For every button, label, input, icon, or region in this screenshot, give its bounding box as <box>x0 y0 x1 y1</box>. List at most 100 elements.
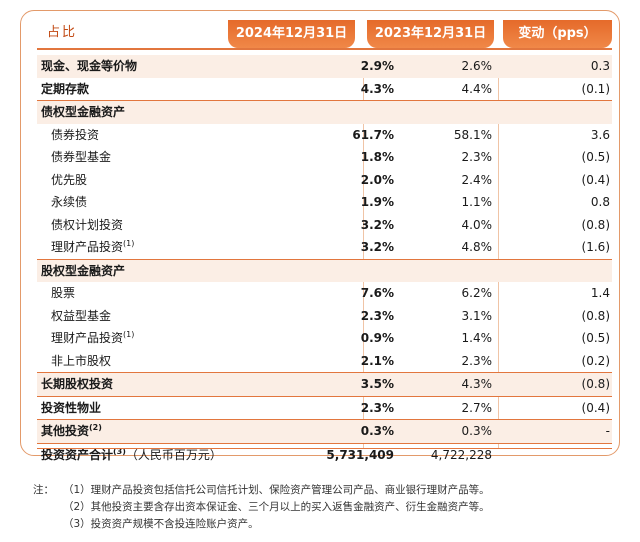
table-row: 投资性物业 2.3% 2.7% (0.4) <box>37 395 612 420</box>
row-label: 债权型金融资产 <box>41 101 125 124</box>
column-header-change: 变动（pps） <box>503 20 612 48</box>
footnote-text: （2）其他投资主要含存出资本保证金、三个月以上的买入返售金融资产、衍生金融资产等… <box>63 501 490 513</box>
value-change: (0.5) <box>581 331 610 345</box>
table-row: 债权计划投资 3.2% 4.0% (0.8) <box>37 214 612 237</box>
row-label-text: 投资资产合计 <box>41 447 114 462</box>
row-label: 理财产品投资(1) <box>51 327 134 350</box>
row-label-text: 理财产品投资 <box>51 240 124 254</box>
row-label: 理财产品投资(1) <box>51 236 134 259</box>
row-label: 股权型金融资产 <box>41 260 125 283</box>
row-label-text: 债券型基金 <box>51 150 112 164</box>
row-label-text: 债券投资 <box>51 127 100 142</box>
value-2024: 1.9% <box>360 195 394 209</box>
value-change: (0.8) <box>581 377 610 391</box>
table-row: 优先股 2.0% 2.4% (0.4) <box>37 169 612 192</box>
table-row: 投资资产合计(3)（人民币百万元） 5,731,409 4,722,228 <box>37 442 612 467</box>
column-divider <box>363 55 364 448</box>
row-label: 优先股 <box>51 169 87 192</box>
row-label-text: 非上市股权 <box>51 353 112 368</box>
value-2023: 4.0% <box>461 217 493 232</box>
value-change: (0.1) <box>581 81 610 96</box>
row-label: 股票 <box>51 282 75 305</box>
row-label-text: 其他投资 <box>41 424 90 438</box>
column-divider <box>498 55 499 448</box>
table-frame <box>20 10 620 456</box>
row-label: 投资资产合计(3)（人民币百万元） <box>41 444 222 467</box>
value-2024: 3.5% <box>360 377 394 391</box>
row-label: 长期股权投资 <box>41 373 113 396</box>
table-row: 债权型金融资产 <box>37 100 612 124</box>
row-label: 现金、现金等价物 <box>41 55 137 78</box>
value-2023: 4.3% <box>461 377 493 391</box>
footnote-2: （2）其他投资主要含存出资本保证金、三个月以上的买入返售金融资产、衍生金融资产等… <box>33 499 490 516</box>
value-2023: 2.3% <box>461 150 493 164</box>
table-row: 债券型基金 1.8% 2.3% (0.5) <box>37 146 612 169</box>
header-label: 占比 <box>47 25 78 40</box>
table-bottom-rule <box>37 448 612 449</box>
footnote-text: （1）理财产品投资包括信托公司信托计划、保险资产管理公司产品、商业银行理财产品等… <box>63 484 490 496</box>
row-label-text: 股权型金融资产 <box>41 263 126 278</box>
value-2024: 0.3% <box>360 424 394 438</box>
row-label: 债券型基金 <box>51 146 111 169</box>
row-label-text: 永续债 <box>51 195 88 209</box>
value-change: (1.6) <box>581 240 610 254</box>
table-row: 现金、现金等价物 2.9% 2.6% 0.3 <box>37 55 612 78</box>
column-header-2023: 2023年12月31日 <box>367 20 494 48</box>
row-label-text: 理财产品投资 <box>51 331 124 345</box>
value-change: 0.8 <box>590 195 610 209</box>
table-row: 其他投资(2) 0.3% 0.3% - <box>37 419 612 443</box>
table-row: 长期股权投资 3.5% 4.3% (0.8) <box>37 372 612 396</box>
value-2023: 0.3% <box>461 424 493 438</box>
value-2023: 3.1% <box>461 308 493 323</box>
row-label-text: 债权计划投资 <box>51 217 124 232</box>
row-label-unit: （人民币百万元） <box>125 447 222 462</box>
table-row: 理财产品投资(1) 0.9% 1.4% (0.5) <box>37 327 612 350</box>
row-label-text: 股票 <box>51 286 76 300</box>
value-2024: 3.2% <box>360 240 394 254</box>
table-row: 定期存款 4.3% 4.4% (0.1) <box>37 78 612 101</box>
row-label-text: 权益型基金 <box>51 308 112 323</box>
value-change: (0.8) <box>581 217 610 232</box>
value-change: (0.5) <box>581 150 610 164</box>
value-change: 1.4 <box>590 286 610 300</box>
value-change: (0.4) <box>581 172 610 187</box>
footnote-marker: (1) <box>123 330 135 339</box>
row-label: 债券投资 <box>51 124 99 147</box>
footnote-marker: (2) <box>89 423 102 432</box>
row-label: 权益型基金 <box>51 305 111 328</box>
footnote-marker: (3) <box>113 446 126 456</box>
value-change: (0.4) <box>581 400 610 415</box>
header-rule <box>37 48 612 50</box>
row-label-text: 现金、现金等价物 <box>41 59 138 73</box>
footnotes: 注： （1）理财产品投资包括信托公司信托计划、保险资产管理公司产品、商业银行理财产… <box>33 482 490 533</box>
value-2024: 61.7% <box>352 127 394 142</box>
value-2023: 2.4% <box>461 172 493 187</box>
value-2024: 2.3% <box>360 308 394 323</box>
table-row: 股票 7.6% 6.2% 1.4 <box>37 282 612 305</box>
value-2024: 7.6% <box>360 286 394 300</box>
value-2024: 2.3% <box>360 400 394 415</box>
value-change: 3.6 <box>590 127 610 142</box>
value-2023: 2.3% <box>461 353 493 368</box>
value-2023: 4.4% <box>461 81 493 96</box>
row-label: 非上市股权 <box>51 350 111 373</box>
value-2024: 4.3% <box>360 81 394 96</box>
table-row: 权益型基金 2.3% 3.1% (0.8) <box>37 305 612 328</box>
value-2023: 2.6% <box>461 59 493 73</box>
value-change: (0.8) <box>581 308 610 323</box>
value-2024: 2.0% <box>360 172 394 187</box>
row-label-text: 优先股 <box>51 172 88 187</box>
footnote-marker: (1) <box>123 239 135 248</box>
value-2023: 4.8% <box>461 240 493 254</box>
row-label: 债权计划投资 <box>51 214 123 237</box>
table-row: 非上市股权 2.1% 2.3% (0.2) <box>37 350 612 373</box>
row-label-text: 定期存款 <box>41 81 90 96</box>
value-2024: 0.9% <box>360 331 394 345</box>
table-body: 现金、现金等价物 2.9% 2.6% 0.3 定期存款 4.3% 4.4% (0.1) 债权型金… <box>37 55 612 466</box>
table-row: 理财产品投资(1) 3.2% 4.8% (1.6) <box>37 236 612 259</box>
footnote-prefix: 注： <box>33 484 54 496</box>
value-2023: 58.1% <box>453 127 492 142</box>
value-2024: 1.8% <box>360 150 394 164</box>
value-change: (0.2) <box>581 353 610 368</box>
value-2023: 4,722,228 <box>430 447 492 462</box>
